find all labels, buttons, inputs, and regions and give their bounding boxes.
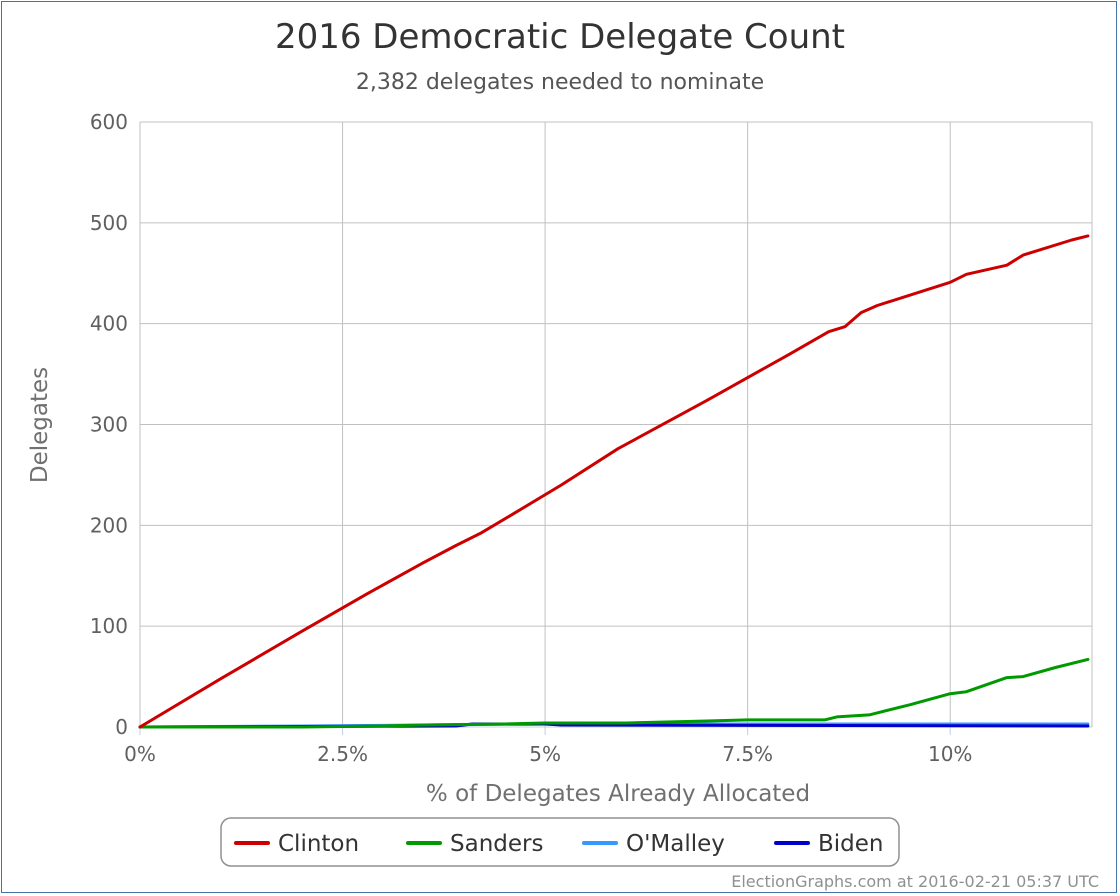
series-line-sanders (138, 657, 1090, 729)
x-axis-title: % of Delegates Already Allocated (426, 781, 810, 807)
y-tick-label: 100 (90, 614, 128, 638)
y-axis-ticks: 0 100 200 300 400 500 600 (90, 110, 128, 739)
legend-item-omalley[interactable]: O'Malley (582, 831, 725, 857)
x-tick-label: 7.5% (722, 742, 773, 766)
y-tick-label: 600 (90, 110, 128, 134)
chart-title: 2016 Democratic Delegate Count (275, 17, 845, 57)
y-tick-label: 500 (90, 211, 128, 235)
legend: Clinton Sanders O'Malley Biden (220, 817, 900, 867)
x-tick-label: 10% (928, 742, 972, 766)
x-tick-label: 2.5% (317, 742, 368, 766)
y-axis-title: Delegates (27, 367, 53, 483)
legend-label: Biden (818, 831, 884, 857)
legend-item-clinton[interactable]: Clinton (234, 831, 359, 857)
y-tick-label: 200 (90, 513, 128, 537)
legend-item-biden[interactable]: Biden (774, 831, 884, 857)
legend-label: Sanders (450, 831, 543, 857)
chart-subtitle: 2,382 delegates needed to nominate (356, 70, 764, 95)
credit-text: ElectionGraphs.com at 2016-02-21 05:37 U… (731, 872, 1099, 891)
y-tick-label: 0 (115, 715, 128, 739)
series-lines (138, 234, 1090, 729)
x-tick-label: 0% (124, 742, 156, 766)
y-tick-label: 400 (90, 312, 128, 336)
x-axis-ticks: 0% 2.5% 5% 7.5% 10% (124, 727, 972, 766)
legend-box (220, 817, 900, 867)
grid-lines (139, 121, 1093, 728)
legend-label: O'Malley (626, 831, 725, 857)
series-line-clinton (138, 234, 1090, 729)
legend-label: Clinton (278, 831, 359, 857)
x-tick-label: 5% (529, 742, 561, 766)
y-tick-label: 300 (90, 413, 128, 437)
legend-item-sanders[interactable]: Sanders (406, 831, 543, 857)
